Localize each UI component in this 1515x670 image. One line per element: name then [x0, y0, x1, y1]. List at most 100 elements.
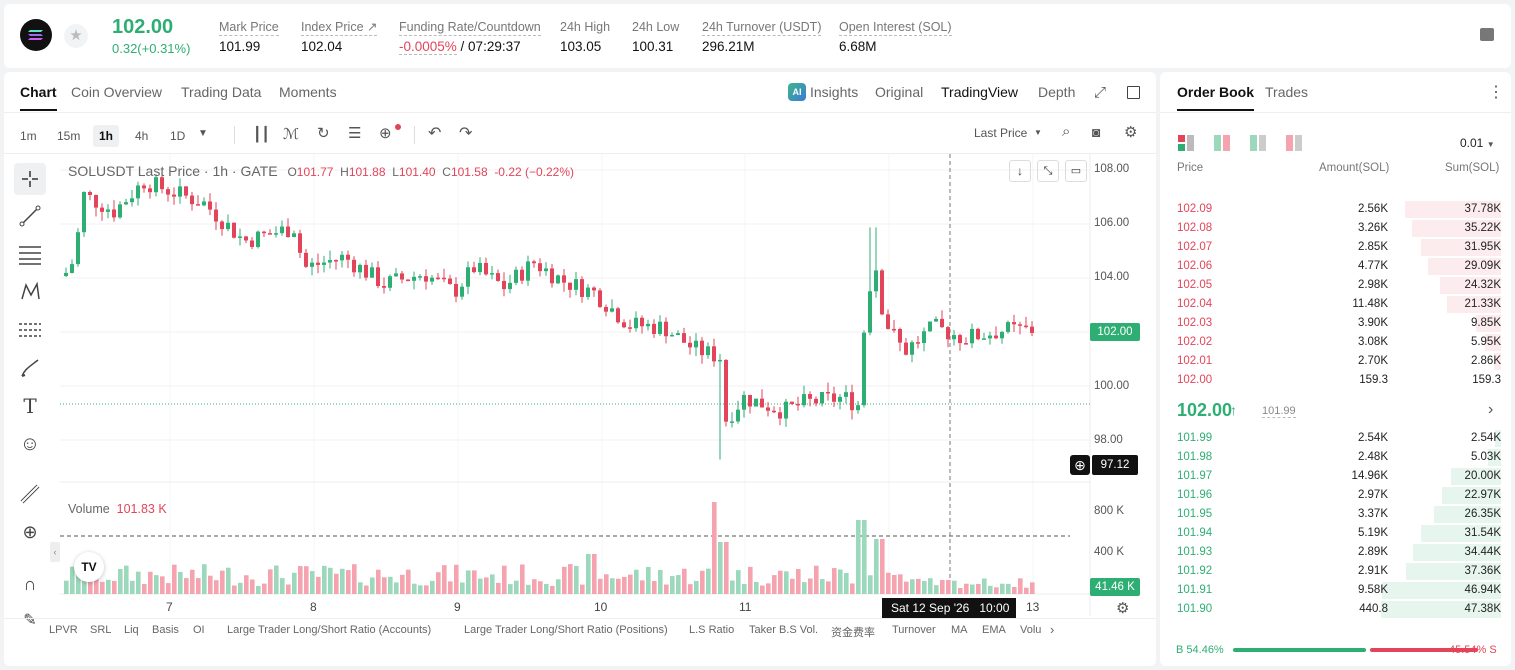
- view-mixed-icon[interactable]: [1214, 135, 1230, 151]
- bid-row[interactable]: 101.96 2.97K 22.97K: [1160, 486, 1511, 505]
- ask-row[interactable]: 102.08 3.26K 35.22K: [1160, 219, 1511, 238]
- indicator-volume[interactable]: Volu: [1020, 624, 1042, 636]
- ask-row[interactable]: 102.01 2.70K 2.86K: [1160, 352, 1511, 371]
- insights-ai-icon[interactable]: AI: [788, 83, 806, 101]
- ask-row[interactable]: 102.06 4.77K 29.09K: [1160, 257, 1511, 276]
- indicator-large-trader-accounts[interactable]: Large Trader Long/Short Ratio (Accounts): [227, 624, 432, 636]
- timeframe-1d[interactable]: 1D: [170, 129, 186, 143]
- tab-trading-data[interactable]: Trading Data: [181, 84, 262, 100]
- indicator-oi[interactable]: OI: [193, 624, 205, 636]
- tab-coin-overview[interactable]: Coin Overview: [71, 84, 163, 100]
- bid-row[interactable]: 101.99 2.54K 2.54K: [1160, 429, 1511, 448]
- timeframe-15m[interactable]: 15m: [57, 129, 81, 143]
- view-both-icon[interactable]: [1178, 135, 1194, 151]
- settings-gear-icon[interactable]: ⚙: [1124, 124, 1138, 141]
- fullscreen-icon[interactable]: [1127, 86, 1140, 99]
- indicators-icon[interactable]: ℳ: [283, 126, 300, 143]
- chevron-right-icon[interactable]: ›: [1488, 401, 1494, 418]
- camera-icon[interactable]: ◙: [1092, 124, 1101, 140]
- candle-body: [370, 267, 374, 278]
- ask-row[interactable]: 102.05 2.98K 24.32K: [1160, 276, 1511, 295]
- add-alert-icon[interactable]: ⊕: [379, 125, 392, 142]
- bid-row[interactable]: 101.91 9.58K 46.94K: [1160, 581, 1511, 600]
- bid-row[interactable]: 101.95 3.37K 26.35K: [1160, 505, 1511, 524]
- crosshair-tool-icon[interactable]: [14, 163, 46, 195]
- collapse-toolbar-icon[interactable]: ‹: [50, 542, 60, 562]
- ruler-tool-icon[interactable]: [14, 478, 46, 510]
- timeframe-1m[interactable]: 1m: [20, 129, 37, 143]
- trend-line-tool-icon[interactable]: [14, 200, 46, 232]
- indicator-ls-ratio[interactable]: L.S Ratio: [689, 624, 735, 636]
- stat-index-price[interactable]: Index Price ↗ 102.04: [301, 20, 378, 54]
- time-axis-settings-icon[interactable]: ⚙: [1116, 600, 1130, 617]
- scroll-to-latest-icon[interactable]: ↓: [1009, 160, 1031, 182]
- more-options-icon[interactable]: ⋮: [1488, 84, 1504, 101]
- reset-chart-icon[interactable]: ▭: [1065, 160, 1087, 182]
- redo-icon[interactable]: ↷: [459, 125, 473, 142]
- bid-row[interactable]: 101.90 440.8 47.38K: [1160, 600, 1511, 619]
- candlestick-type-icon[interactable]: ┃┃: [253, 126, 270, 142]
- bid-row[interactable]: 101.93 2.89K 34.44K: [1160, 543, 1511, 562]
- indicator-liq[interactable]: Liq: [124, 624, 139, 636]
- view-bids-icon[interactable]: [1250, 135, 1266, 151]
- replay-icon[interactable]: ↻: [317, 125, 330, 142]
- indicator-taker-bs-vol[interactable]: Taker B.S Vol.: [749, 624, 819, 636]
- favorite-star-icon[interactable]: ★: [64, 24, 88, 48]
- magnet-icon[interactable]: ∩: [23, 573, 37, 594]
- prediction-tool-icon[interactable]: [14, 314, 46, 346]
- zoom-in-icon[interactable]: ⊕: [22, 521, 38, 542]
- chevron-down-icon[interactable]: ▼: [198, 128, 208, 139]
- timeframe-4h[interactable]: 4h: [135, 129, 149, 143]
- view-asks-icon[interactable]: [1286, 135, 1302, 151]
- book-icon[interactable]: [1480, 28, 1494, 41]
- tab-moments[interactable]: Moments: [279, 84, 337, 100]
- indicator-funding-rate[interactable]: 资金费率: [831, 627, 875, 639]
- view-tradingview[interactable]: TradingView: [941, 84, 1019, 100]
- view-depth[interactable]: Depth: [1038, 84, 1076, 100]
- brush-tool-icon[interactable]: [14, 352, 46, 384]
- bid-row[interactable]: 101.92 2.91K 37.36K: [1160, 562, 1511, 581]
- candle-body: [682, 333, 686, 343]
- undo-icon[interactable]: ↶: [428, 125, 442, 142]
- indicator-lpvr[interactable]: LPVR: [49, 624, 78, 636]
- indicator-large-trader-positions[interactable]: Large Trader Long/Short Ratio (Positions…: [464, 624, 668, 636]
- expand-icon[interactable]: ⤢: [1094, 84, 1107, 101]
- search-icon[interactable]: ⌕: [1062, 123, 1071, 140]
- draw-lock-icon[interactable]: ✎: [23, 612, 37, 629]
- bid-row[interactable]: 101.97 14.96K 20.00K: [1160, 467, 1511, 486]
- precision-select[interactable]: 0.01 ▼: [1460, 136, 1495, 150]
- emoji-tool-icon[interactable]: ☺: [19, 432, 41, 455]
- price-chart[interactable]: [4, 154, 1156, 616]
- ask-row[interactable]: 102.07 2.85K 31.95K: [1160, 238, 1511, 257]
- ask-row[interactable]: 102.00 159.3 159.3: [1160, 371, 1511, 390]
- caret-down-icon[interactable]: ▼: [1034, 128, 1042, 137]
- price-type-select[interactable]: Last Price: [974, 126, 1028, 140]
- insights-button[interactable]: Insights: [810, 84, 859, 100]
- add-order-plus-icon[interactable]: ⊕: [1070, 455, 1090, 475]
- indicator-basis[interactable]: Basis: [152, 624, 179, 636]
- text-tool-icon[interactable]: T: [23, 394, 37, 418]
- tab-order-book[interactable]: Order Book: [1177, 84, 1255, 111]
- indicator-ema[interactable]: EMA: [982, 624, 1006, 636]
- indicator-srl[interactable]: SRL: [90, 624, 112, 636]
- candle-body: [538, 263, 542, 272]
- collapse-icon[interactable]: ⤡: [1037, 160, 1059, 182]
- fib-retracement-tool-icon[interactable]: [14, 238, 46, 270]
- indicator-turnover[interactable]: Turnover: [892, 624, 936, 636]
- bid-row[interactable]: 101.94 5.19K 31.54K: [1160, 524, 1511, 543]
- bid-sum: 37.36K: [1464, 565, 1501, 577]
- tab-trades[interactable]: Trades: [1265, 84, 1309, 100]
- tab-chart[interactable]: Chart: [20, 84, 57, 111]
- view-original[interactable]: Original: [875, 84, 924, 100]
- ask-row[interactable]: 102.09 2.56K 37.78K: [1160, 200, 1511, 219]
- ask-row[interactable]: 102.02 3.08K 5.95K: [1160, 333, 1511, 352]
- ask-row[interactable]: 102.03 3.90K 9.85K: [1160, 314, 1511, 333]
- ask-row[interactable]: 102.04 11.48K 21.33K: [1160, 295, 1511, 314]
- pattern-tool-icon[interactable]: [14, 276, 46, 308]
- timeframe-1h[interactable]: 1h: [93, 125, 120, 147]
- indicators-scroll-right-icon[interactable]: ›: [1050, 622, 1055, 637]
- indicator-ma[interactable]: MA: [951, 624, 968, 636]
- precision-chevron-icon[interactable]: ▼: [1486, 140, 1495, 149]
- bid-row[interactable]: 101.98 2.48K 5.03K: [1160, 448, 1511, 467]
- templates-icon[interactable]: ☰: [348, 125, 362, 142]
